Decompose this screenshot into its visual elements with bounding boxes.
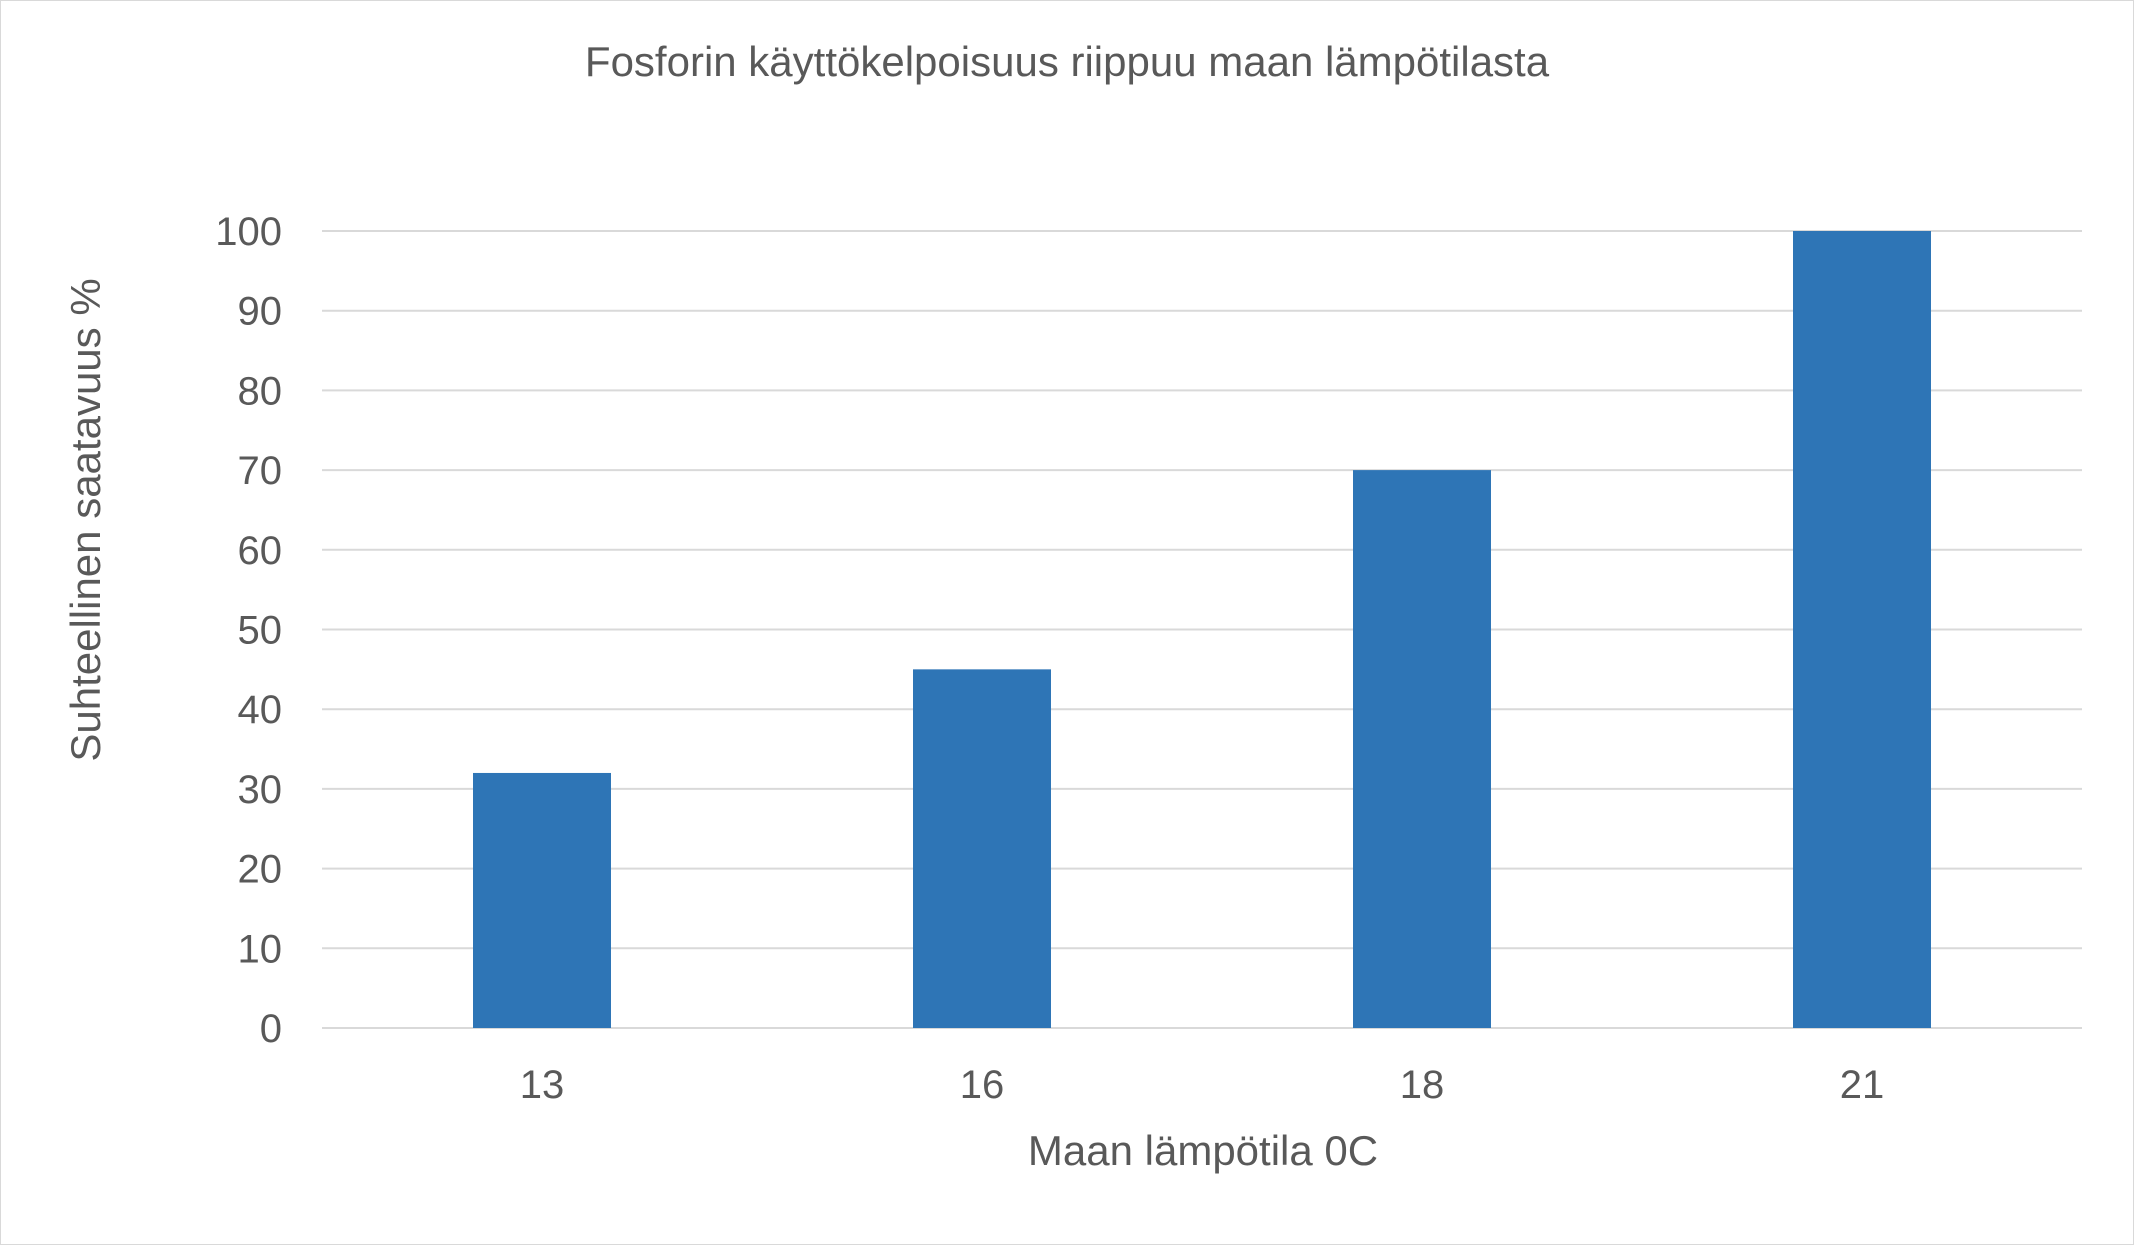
- bar-18: [1353, 470, 1491, 1029]
- y-tick-label: 90: [238, 290, 283, 334]
- y-tick-label: 60: [238, 529, 283, 573]
- bar-13: [473, 772, 611, 1028]
- y-tick-label: 0: [260, 1007, 282, 1051]
- y-tick-label: 10: [238, 927, 283, 971]
- chart-title: Fosforin käyttökelpoisuus riippuu maan l…: [585, 38, 1550, 85]
- y-tick-label: 100: [215, 210, 282, 254]
- y-tick-label: 40: [238, 688, 283, 732]
- gridlines: [322, 230, 2082, 1029]
- x-tick-label: 21: [1840, 1063, 1885, 1107]
- y-axis-ticks: 0 10 20 30 40 50 60 70 80 90 100: [215, 210, 282, 1051]
- y-axis-title: Suhteellinen saatavuus %: [62, 278, 109, 761]
- y-tick-label: 70: [238, 449, 283, 493]
- y-tick-label: 20: [238, 848, 283, 892]
- x-tick-label: 13: [520, 1063, 565, 1107]
- bar-21: [1793, 231, 1931, 1028]
- bar-16: [913, 669, 1051, 1028]
- y-tick-label: 80: [238, 369, 283, 413]
- y-tick-label: 30: [238, 768, 283, 812]
- bars: [473, 231, 1931, 1029]
- x-axis-ticks: 13 16 18 21: [520, 1063, 1885, 1107]
- x-axis-title: Maan lämpötila 0C: [1028, 1127, 1378, 1174]
- x-tick-label: 16: [960, 1063, 1005, 1107]
- x-tick-label: 18: [1400, 1063, 1445, 1107]
- y-tick-label: 50: [238, 609, 283, 653]
